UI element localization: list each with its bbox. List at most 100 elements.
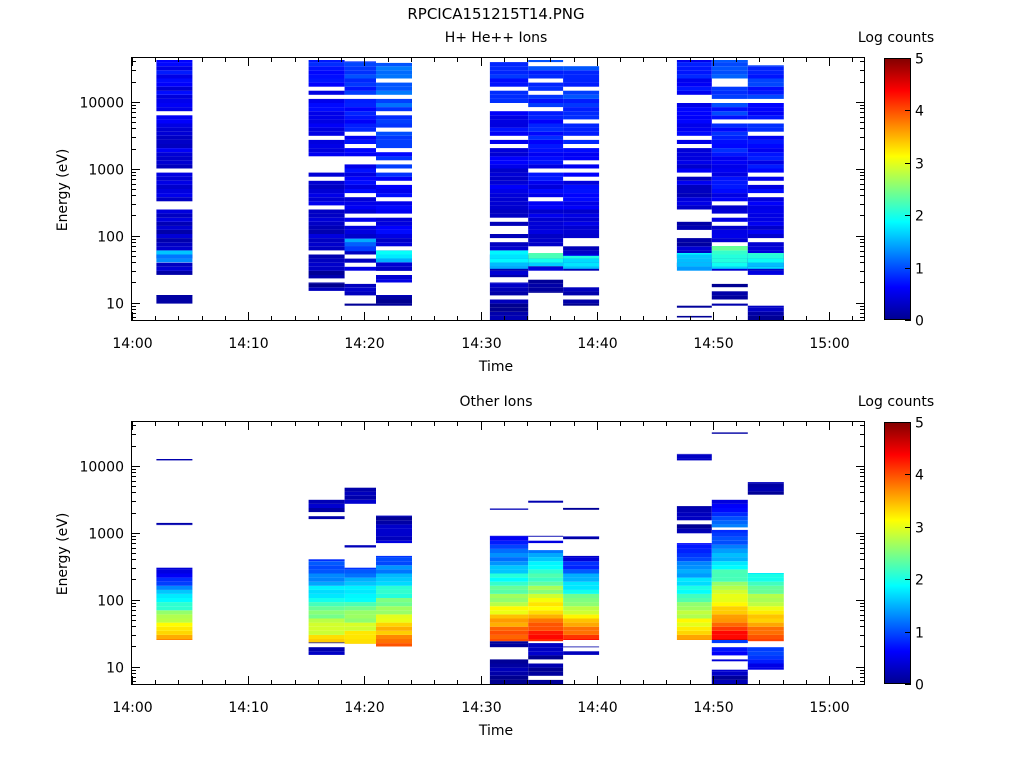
energy-bin [344, 626, 376, 631]
energy-bin [489, 641, 529, 644]
energy-bin [344, 598, 376, 603]
energy-bin [344, 172, 376, 177]
energy-bin [747, 305, 784, 308]
energy-bin [528, 201, 564, 206]
energy-bin [308, 270, 345, 275]
energy-bin [156, 180, 193, 185]
energy-bin [344, 217, 376, 222]
energy-bin [376, 229, 412, 234]
energy-bin [376, 585, 412, 590]
energy-bin [489, 573, 529, 578]
spectrogram-column [344, 487, 376, 644]
energy-bin [156, 610, 193, 615]
energy-bin [156, 567, 193, 570]
energy-bin [747, 622, 784, 627]
energy-bin [376, 516, 412, 521]
energy-bin [563, 148, 600, 153]
energy-bin [344, 283, 376, 288]
energy-bin [156, 62, 193, 67]
energy-bin [747, 593, 784, 598]
energy-bin [489, 557, 529, 562]
energy-bin [711, 516, 748, 521]
energy-bin [489, 589, 529, 594]
energy-bin [308, 82, 345, 87]
energy-bin [676, 189, 712, 194]
energy-bin [528, 606, 564, 611]
energy-bin [676, 164, 712, 169]
energy-bin [489, 115, 529, 120]
energy-bin [711, 639, 748, 640]
energy-bin [376, 515, 412, 517]
energy-bin [344, 225, 376, 230]
energy-bin [747, 577, 784, 582]
energy-bin [156, 176, 193, 181]
energy-bin [376, 115, 412, 120]
energy-bin [489, 561, 529, 566]
energy-bin [711, 115, 748, 120]
energy-bin [563, 156, 600, 161]
spectrogram-column [528, 60, 564, 293]
energy-bin [344, 90, 376, 95]
energy-bin [376, 139, 412, 144]
energy-bin [308, 585, 345, 590]
energy-bin [528, 225, 564, 230]
energy-bin [489, 565, 529, 570]
energy-bin [563, 217, 600, 222]
energy-bin [489, 258, 529, 263]
energy-bin [528, 103, 564, 108]
energy-bin [676, 197, 712, 202]
spectrogram-column [747, 482, 784, 670]
energy-bin [489, 234, 529, 239]
energy-bin [344, 567, 376, 570]
energy-bin [711, 209, 748, 214]
energy-bin [156, 459, 193, 461]
energy-bin [489, 139, 529, 144]
energy-bin [489, 307, 529, 312]
energy-bin [376, 205, 412, 210]
energy-bin [308, 234, 345, 239]
energy-bin [676, 630, 712, 635]
colorbar-tick-label: 5 [915, 52, 924, 68]
energy-bin [676, 152, 712, 157]
energy-bin [676, 614, 712, 619]
energy-bin [376, 131, 412, 136]
plot-area [156, 432, 784, 684]
energy-bin [747, 225, 784, 230]
energy-bin [711, 651, 748, 656]
energy-bin [376, 103, 412, 108]
energy-bin [747, 487, 784, 492]
energy-bin [489, 548, 529, 553]
energy-bin [156, 238, 193, 243]
energy-bin [308, 581, 345, 586]
energy-bin [676, 60, 712, 63]
colorbar-tick-label: 1 [915, 262, 924, 278]
energy-bin [563, 258, 600, 263]
energy-bin [308, 618, 345, 623]
x-tick-label: 14:30 [461, 336, 501, 352]
energy-bin [156, 634, 193, 639]
energy-bin [489, 160, 529, 165]
energy-bin [308, 98, 345, 103]
energy-bin [376, 193, 412, 198]
energy-bin [676, 524, 712, 529]
energy-bin [676, 160, 712, 165]
energy-bin [308, 152, 345, 157]
energy-bin [747, 115, 784, 120]
energy-bin [676, 119, 712, 124]
energy-bin [344, 258, 376, 263]
energy-bin [344, 66, 376, 71]
energy-bin [489, 90, 529, 95]
energy-bin [376, 622, 412, 627]
energy-bin [563, 555, 600, 558]
energy-bin [528, 679, 564, 684]
energy-bin [376, 540, 412, 544]
energy-bin [711, 205, 748, 210]
energy-bin [747, 123, 784, 128]
energy-bin [563, 303, 600, 306]
energy-bin [747, 250, 784, 255]
energy-bin [308, 254, 345, 259]
energy-bin [528, 258, 564, 263]
energy-bin [676, 577, 712, 582]
energy-bin [563, 209, 600, 214]
energy-bin [747, 254, 784, 259]
